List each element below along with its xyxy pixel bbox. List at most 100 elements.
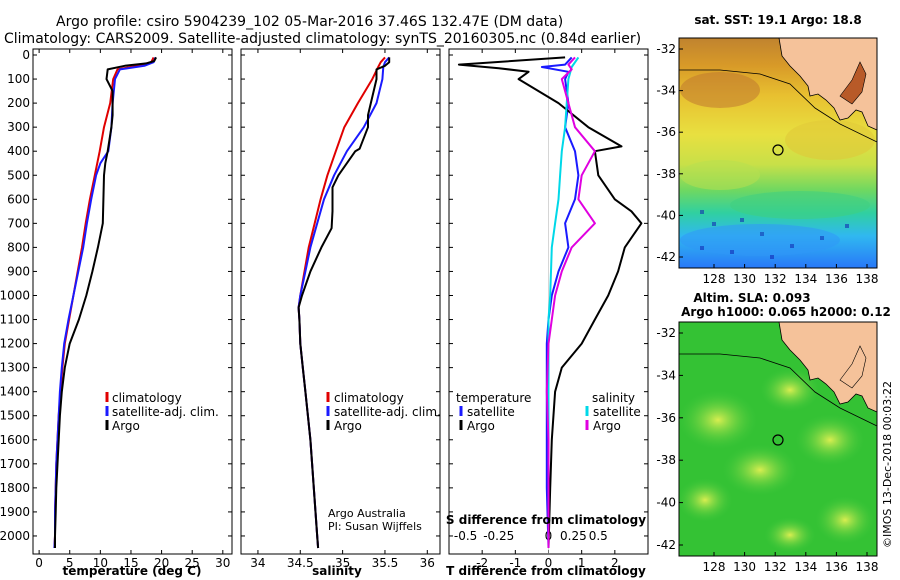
sla-map-x-ticks: 128 130 132 134 136 138	[703, 552, 879, 574]
difference-xtick-label-3: 1	[578, 556, 586, 570]
temperature-ytick-label-300: 300	[7, 120, 30, 134]
sst-map-speckle-7	[845, 224, 849, 228]
sst-map-x-ticks: 128 130 132 134 136 138	[703, 264, 878, 286]
sst-map-speckle-4	[730, 250, 734, 254]
sst-xtick-label-0: 128	[703, 272, 726, 286]
temperature-ytick-label-1500: 1500	[0, 409, 30, 423]
temperature-xtick-label-1: 5	[66, 556, 74, 570]
sst-ytick-label-3: -38	[656, 167, 676, 181]
sst-map-speckle-1	[712, 222, 716, 226]
temperature-legend-satellite: satellite-adj. clim.	[112, 405, 219, 419]
temperature-legend-climatology: climatology	[112, 391, 182, 405]
difference-xtick-label-0: -2	[476, 556, 488, 570]
sst-xtick-label-4: 136	[825, 272, 848, 286]
difference-xtick-label-1: -1	[509, 556, 521, 570]
difference-s-label: S difference from climatology	[446, 513, 646, 527]
sla-xtick-label-5: 138	[856, 560, 879, 574]
temperature-series-argo	[54, 56, 157, 548]
temperature-ytick-label-1200: 1200	[0, 337, 30, 351]
sla-map: Altim. SLA: 0.093 Argo h1000: 0.065 h200…	[656, 291, 894, 574]
temperature-ytick-label-2000: 2000	[0, 529, 30, 543]
sla-ytick-label-1: -34	[656, 368, 676, 382]
salinity-legend-satellite: satellite-adj. clim.	[334, 405, 441, 419]
temperature-series-climatology	[53, 56, 155, 549]
difference-panel: -2 -1 0 1 2 -0.5 -0.25 0 0.25 0.5 T difference f…	[446, 48, 649, 578]
sla-ytick-label-2: -36	[656, 411, 676, 425]
temperature-xtick-label-5: 25	[185, 556, 200, 570]
temperature-x-ticks: 0 5 10 15 20 25 30	[35, 49, 230, 570]
salinity-axes-frame	[240, 48, 441, 555]
sla-xtick-label-2: 132	[764, 560, 787, 574]
difference-s-tick-label-4: 0.5	[589, 529, 608, 543]
sst-ytick-label-5: -42	[656, 250, 676, 264]
title-line-1: Argo profile: csiro 5904239_102 05-Mar-2…	[56, 14, 563, 30]
sst-xtick-label-2: 132	[764, 272, 787, 286]
difference-s-tick-label-1: -0.25	[483, 529, 514, 543]
title-line-2: Climatology: CARS2009. Satellite-adjuste…	[4, 31, 641, 47]
difference-series-t-satellite	[540, 56, 580, 549]
temperature-ytick-label-500: 500	[7, 168, 30, 182]
temperature-ytick-label-1100: 1100	[0, 313, 30, 327]
temperature-ytick-label-200: 200	[7, 96, 30, 110]
temperature-xtick-label-0: 0	[35, 556, 43, 570]
sla-xtick-label-4: 136	[825, 560, 848, 574]
difference-legend-salinity-title: salinity	[592, 391, 635, 405]
sla-map-patches	[677, 368, 875, 553]
difference-y-ticks	[449, 54, 648, 537]
salinity-legend-argo: Argo	[334, 419, 362, 433]
temperature-xtick-label-3: 15	[123, 556, 138, 570]
temperature-ytick-label-0: 0	[22, 48, 30, 62]
sst-map-shelf-contour	[679, 69, 878, 143]
salinity-credit-line-1: Argo Australia	[328, 507, 406, 520]
temperature-ytick-label-700: 700	[7, 216, 30, 230]
sst-map-patches	[680, 72, 875, 259]
sla-ytick-label-0: -32	[656, 326, 676, 340]
sst-map-title: sat. SST: 19.1 Argo: 18.8	[694, 13, 861, 27]
temperature-xtick-label-2: 10	[93, 556, 108, 570]
salinity-xtick-label-4: 36	[420, 556, 435, 570]
sst-map-speckle-2	[760, 232, 764, 236]
difference-lines	[457, 49, 643, 554]
temperature-axes-frame	[32, 48, 233, 555]
sla-map-argo-marker	[772, 434, 784, 446]
sst-map-speckle-3	[790, 244, 794, 248]
sst-map-speckle-8	[770, 255, 774, 259]
temperature-ytick-label-1900: 1900	[0, 505, 30, 519]
temperature-legend: climatology satellite-adj. clim. Argo	[105, 391, 219, 433]
salinity-y-ticks	[241, 54, 440, 537]
temperature-panel: 0100200300400500600700800900100011001200…	[0, 48, 233, 578]
difference-series-s-satellite	[547, 56, 580, 548]
temperature-ytick-label-1700: 1700	[0, 457, 30, 471]
temperature-y-ticks: 0 100 200 300 400 500 600 700 800 900 1000 1100 1200…	[0, 48, 232, 543]
sst-map-speckle-9	[740, 218, 744, 222]
sst-map-gulf-land	[839, 61, 867, 105]
difference-legend-s-satellite: satellite	[593, 405, 641, 419]
sla-map-credit: ©IMOS 13-Dec-2018 00:03:22	[881, 381, 894, 548]
salinity-credit-line-2: PI: Susan Wijffels	[328, 520, 422, 533]
sla-map-frame	[678, 321, 878, 557]
temperature-ytick-label-1300: 1300	[0, 361, 30, 375]
sst-ytick-label-1: -34	[656, 84, 676, 98]
salinity-lines	[297, 56, 391, 549]
sst-map-speckle-5	[820, 236, 824, 240]
salinity-series-climatology	[297, 56, 386, 549]
sla-map-title-line-1: Altim. SLA: 0.093	[693, 291, 810, 305]
temperature-xtick-label-4: 20	[154, 556, 169, 570]
salinity-xtick-label-0: 34	[250, 556, 265, 570]
temperature-xtick-label-6: 30	[215, 556, 230, 570]
sla-map-land	[778, 321, 878, 413]
difference-legend-temperature-title: temperature	[456, 391, 531, 405]
difference-s-tick-label-0: -0.5	[454, 529, 477, 543]
salinity-panel: 34 34.5 35 35.5 36 salinity climatology sate…	[240, 48, 441, 578]
sst-map-speckle-6	[700, 246, 704, 250]
temperature-ytick-label-1600: 1600	[0, 433, 30, 447]
sst-map-y-ticks: -32 -34 -36 -38 -40 -42	[656, 42, 683, 264]
sst-xtick-label-3: 134	[794, 272, 817, 286]
sla-xtick-label-3: 134	[794, 560, 817, 574]
temperature-ytick-label-400: 400	[7, 144, 30, 158]
temperature-ytick-label-800: 800	[7, 240, 30, 254]
sla-ytick-label-4: -40	[656, 496, 676, 510]
difference-s-ticks: -0.5 -0.25 0 0.25 0.5	[454, 529, 608, 543]
difference-series-t-argo	[457, 56, 643, 549]
sla-map-title-line-2: Argo h1000: 0.065 h2000: 0.12	[681, 305, 891, 319]
